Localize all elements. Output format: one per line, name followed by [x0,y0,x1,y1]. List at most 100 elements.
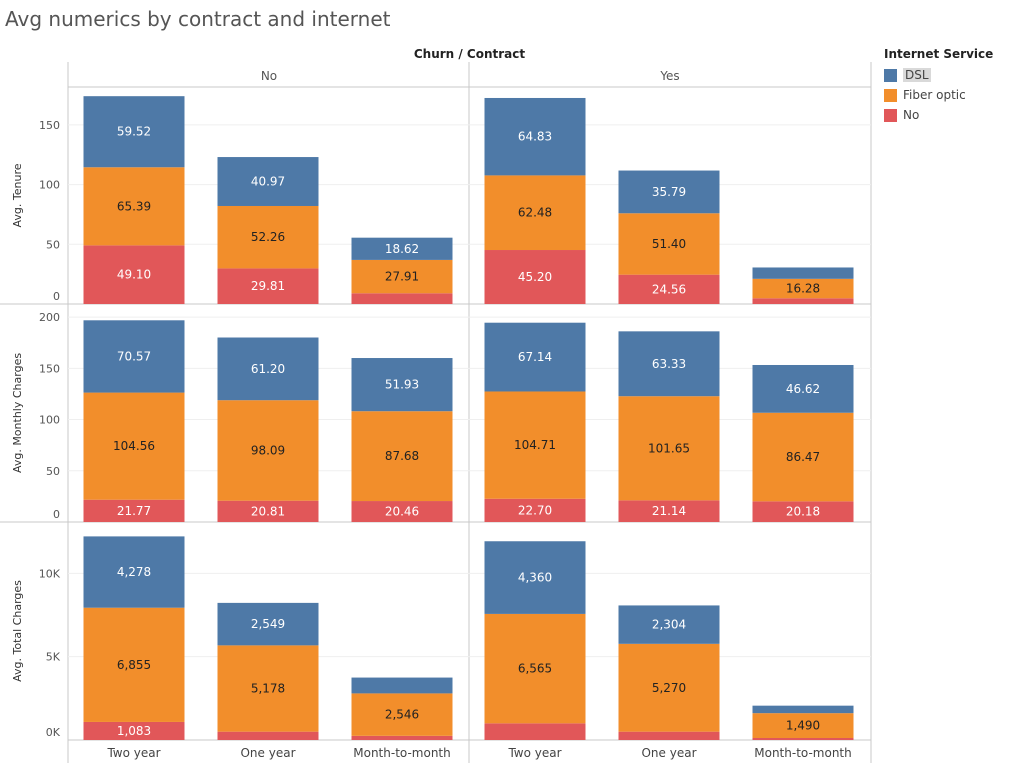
data-label-avg-monthly-charges-no-month-to-month-dsl: 51.93 [385,378,419,392]
data-label-avg-monthly-charges-yes-two-year-no: 22.70 [518,503,552,517]
bar-avg-monthly-charges-no-one-year-dsl[interactable] [217,337,319,401]
bar-avg-tenure-yes-two-year-fiber-optic[interactable] [484,175,586,251]
bar-avg-total-charges-no-two-year-fiber-optic[interactable] [83,607,185,722]
legend-label-fiber-optic: Fiber optic [903,88,966,102]
churn-header-no: No [261,69,277,83]
data-label-avg-tenure-no-one-year-dsl: 40.97 [251,175,285,189]
data-label-avg-total-charges-yes-two-year-dsl: 4,360 [518,571,552,585]
data-label-avg-monthly-charges-yes-month-to-month-no: 20.18 [786,505,820,519]
bar-avg-total-charges-no-one-year-no[interactable] [217,731,319,740]
bar-avg-monthly-charges-no-one-year-no[interactable] [217,500,319,522]
bar-avg-monthly-charges-no-two-year-no[interactable] [83,499,185,522]
data-label-avg-monthly-charges-no-one-year-fiber-optic: 98.09 [251,443,285,457]
bar-avg-tenure-yes-month-to-month-fiber-optic[interactable] [752,278,854,299]
bar-avg-monthly-charges-yes-one-year-no[interactable] [618,500,720,522]
bar-avg-total-charges-yes-one-year-dsl[interactable] [618,605,720,644]
legend-swatch-dsl [884,68,897,82]
tick-label-avg-monthly-charges-1: 50 [46,465,60,478]
bar-avg-monthly-charges-yes-two-year-fiber-optic[interactable] [484,391,586,499]
column-header: Churn / Contract [414,47,526,61]
bar-avg-tenure-no-two-year-dsl[interactable] [83,96,185,168]
bar-avg-monthly-charges-yes-month-to-month-dsl[interactable] [752,364,854,413]
bar-avg-monthly-charges-no-month-to-month-dsl[interactable] [351,358,453,412]
data-label-avg-tenure-yes-month-to-month-fiber-optic: 16.28 [786,282,820,296]
data-label-avg-total-charges-yes-one-year-fiber-optic: 5,270 [652,681,686,695]
bar-avg-tenure-yes-one-year-dsl[interactable] [618,170,720,214]
legend-title: Internet Service [884,47,994,61]
data-label-avg-total-charges-no-two-year-no: 1,083 [117,724,151,738]
bar-avg-total-charges-yes-month-to-month-no[interactable] [752,738,854,740]
bar-avg-total-charges-no-month-to-month-dsl[interactable] [351,677,453,694]
legend-item-dsl[interactable]: DSL [884,65,993,85]
data-label-avg-monthly-charges-no-two-year-no: 21.77 [117,504,151,518]
legend-swatch-fiber-optic [884,88,897,102]
bar-avg-total-charges-no-one-year-dsl[interactable] [217,602,319,646]
tick-label-avg-monthly-charges-4: 200 [39,311,60,324]
bar-avg-monthly-charges-no-one-year-fiber-optic[interactable] [217,400,319,501]
y-axis-label-avg-total-charges: Avg. Total Charges [11,580,24,682]
bar-avg-tenure-no-two-year-no[interactable] [83,245,185,304]
legend-item-fiber-optic[interactable]: Fiber optic [884,85,993,105]
bar-avg-tenure-no-one-year-no[interactable] [217,268,319,304]
data-label-avg-monthly-charges-yes-one-year-no: 21.14 [652,504,686,518]
data-label-avg-monthly-charges-yes-one-year-fiber-optic: 101.65 [648,441,690,455]
bar-avg-total-charges-no-month-to-month-no[interactable] [351,735,453,740]
bar-avg-tenure-no-month-to-month-no[interactable] [351,293,453,304]
bar-avg-tenure-yes-month-to-month-no[interactable] [752,298,854,304]
data-label-avg-tenure-no-two-year-no: 49.10 [117,268,151,282]
bar-avg-tenure-no-month-to-month-fiber-optic[interactable] [351,259,453,294]
x-tick-label-no-two-year: Two year [106,746,160,760]
bar-avg-monthly-charges-no-month-to-month-fiber-optic[interactable] [351,411,453,502]
data-label-avg-monthly-charges-yes-two-year-fiber-optic: 104.71 [514,438,556,452]
x-tick-label-yes-two-year: Two year [507,746,561,760]
data-label-avg-total-charges-no-one-year-fiber-optic: 5,178 [251,682,285,696]
tick-label-avg-monthly-charges-3: 150 [39,362,60,375]
data-label-avg-total-charges-no-month-to-month-fiber-optic: 2,546 [385,708,419,722]
data-label-avg-monthly-charges-no-one-year-dsl: 61.20 [251,362,285,376]
bar-avg-tenure-yes-two-year-dsl[interactable] [484,97,586,176]
y-axis-label-avg-monthly-charges: Avg. Monthly Charges [11,353,24,473]
data-label-avg-tenure-no-month-to-month-fiber-optic: 27.91 [385,270,419,284]
data-label-avg-total-charges-yes-one-year-dsl: 2,304 [652,618,686,632]
bar-avg-total-charges-yes-one-year-fiber-optic[interactable] [618,643,720,732]
data-label-avg-monthly-charges-no-one-year-no: 20.81 [251,504,285,518]
legend-item-no[interactable]: No [884,105,993,125]
bar-avg-tenure-no-month-to-month-dsl[interactable] [351,237,453,260]
bar-avg-tenure-yes-month-to-month-dsl[interactable] [752,267,854,279]
data-label-avg-tenure-yes-two-year-no: 45.20 [518,270,552,284]
legend[interactable]: Internet Service DSL Fiber optic No [884,47,993,125]
bar-avg-monthly-charges-yes-two-year-dsl[interactable] [484,322,586,392]
bar-avg-total-charges-yes-two-year-dsl[interactable] [484,541,586,614]
bar-avg-monthly-charges-no-two-year-dsl[interactable] [83,320,185,393]
bar-avg-total-charges-yes-two-year-no[interactable] [484,723,586,740]
bar-avg-total-charges-no-one-year-fiber-optic[interactable] [217,645,319,732]
bar-avg-total-charges-yes-month-to-month-fiber-optic[interactable] [752,713,854,738]
bar-avg-tenure-no-one-year-fiber-optic[interactable] [217,205,319,269]
legend-label-no: No [903,108,920,122]
bar-avg-monthly-charges-yes-one-year-fiber-optic[interactable] [618,396,720,501]
bar-avg-total-charges-yes-month-to-month-dsl[interactable] [752,705,854,714]
data-label-avg-monthly-charges-no-two-year-fiber-optic: 104.56 [113,439,155,453]
bar-avg-total-charges-no-two-year-no[interactable] [83,721,185,740]
bar-avg-tenure-yes-two-year-no[interactable] [484,250,586,304]
data-label-avg-monthly-charges-yes-one-year-dsl: 63.33 [652,357,686,371]
bar-avg-total-charges-yes-one-year-no[interactable] [618,731,720,740]
bar-avg-monthly-charges-no-two-year-fiber-optic[interactable] [83,392,185,500]
bar-avg-tenure-no-two-year-fiber-optic[interactable] [83,167,185,246]
tick-label-avg-tenure-3: 150 [39,119,60,132]
bar-avg-total-charges-no-two-year-dsl[interactable] [83,536,185,608]
churn-header-yes: Yes [659,69,679,83]
bar-avg-total-charges-yes-two-year-fiber-optic[interactable] [484,613,586,724]
bar-avg-monthly-charges-yes-one-year-dsl[interactable] [618,331,720,397]
bar-avg-tenure-yes-one-year-fiber-optic[interactable] [618,213,720,275]
bar-avg-monthly-charges-yes-month-to-month-fiber-optic[interactable] [752,412,854,502]
bar-avg-monthly-charges-yes-two-year-no[interactable] [484,498,586,522]
bar-avg-tenure-no-one-year-dsl[interactable] [217,157,319,206]
bar-avg-tenure-yes-one-year-no[interactable] [618,274,720,304]
y-axis-label-avg-tenure: Avg. Tenure [11,163,24,227]
bar-avg-total-charges-no-month-to-month-fiber-optic[interactable] [351,693,453,736]
bar-avg-monthly-charges-no-month-to-month-no[interactable] [351,501,453,522]
bar-avg-monthly-charges-yes-month-to-month-no[interactable] [752,501,854,522]
data-label-avg-tenure-yes-two-year-dsl: 64.83 [518,130,552,144]
